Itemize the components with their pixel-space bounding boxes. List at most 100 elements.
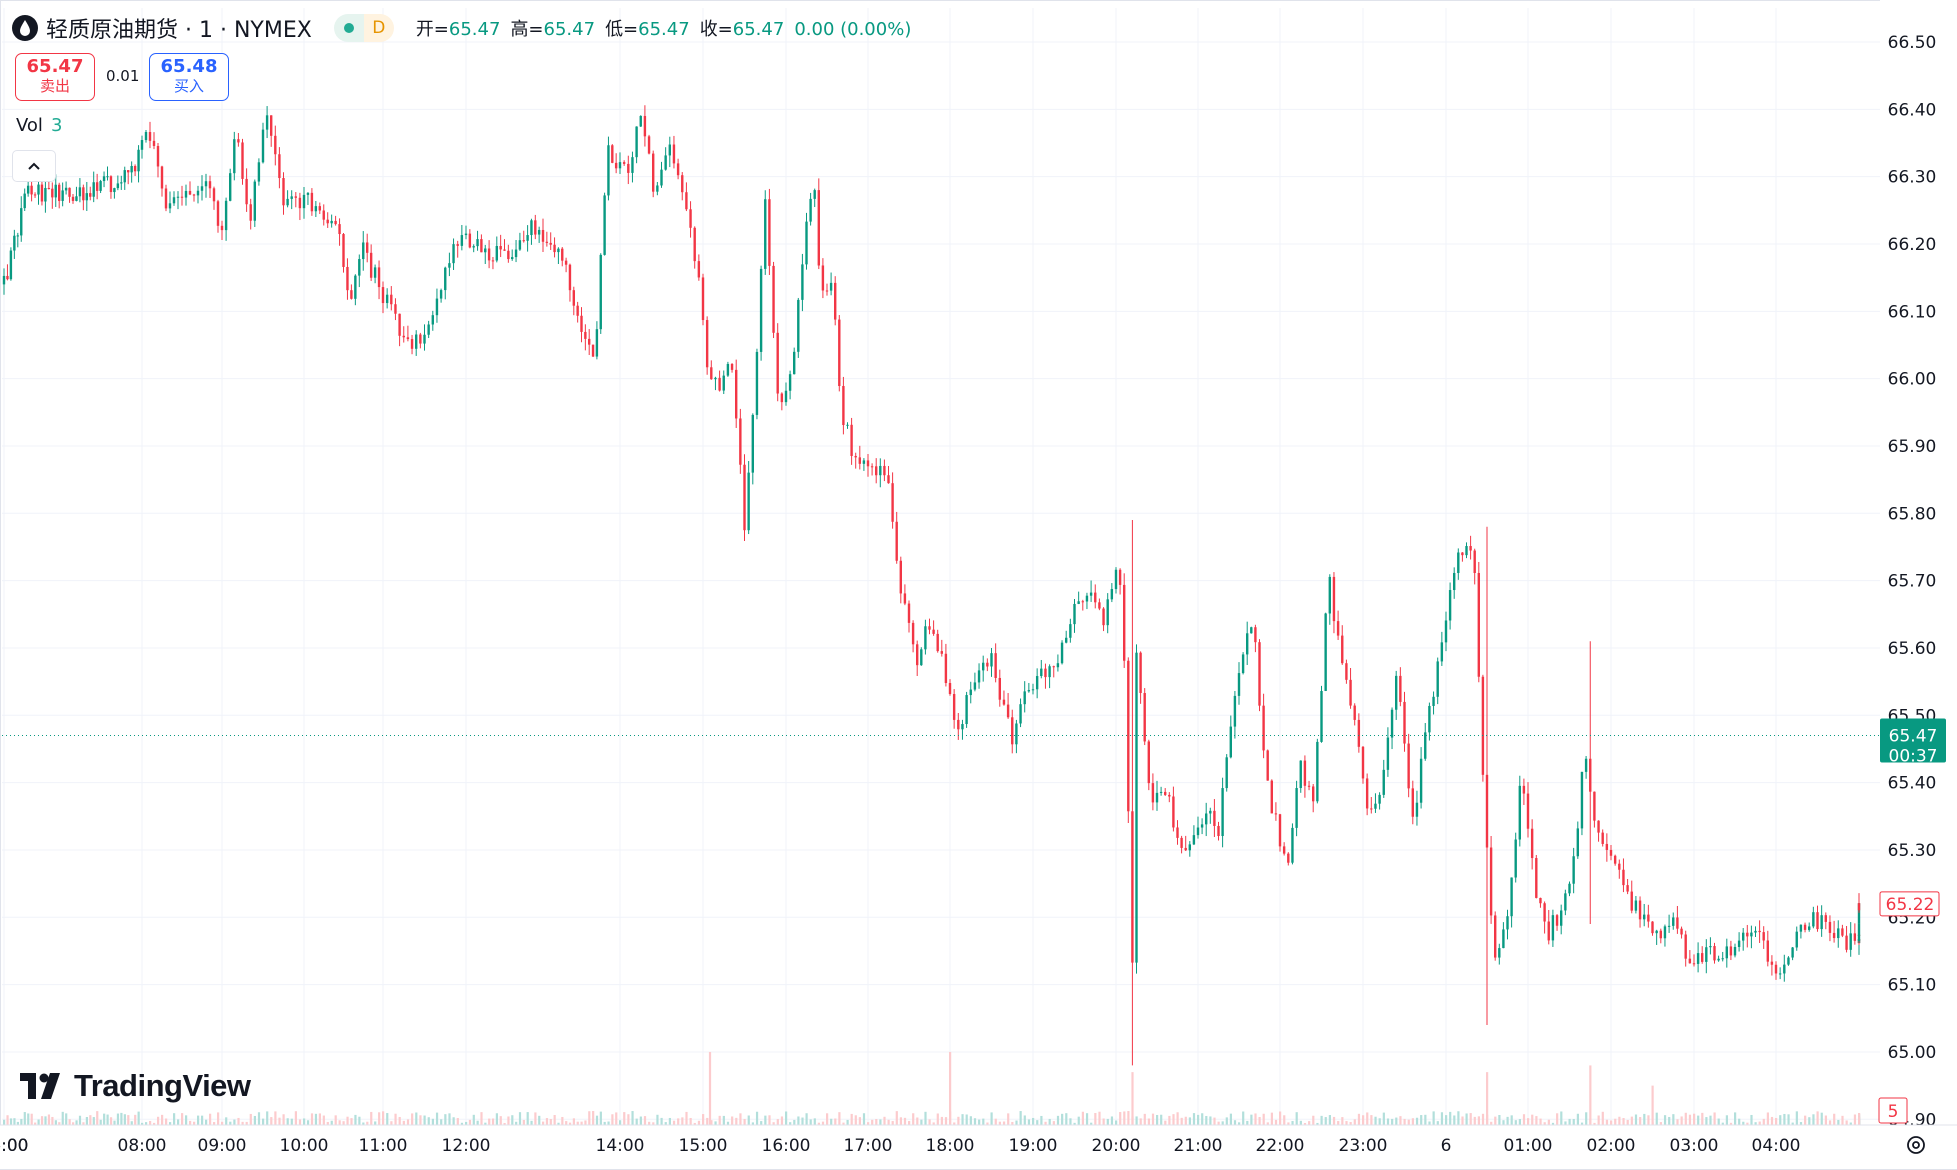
candle-body <box>572 290 575 306</box>
tradingview-logo[interactable]: TradingView <box>20 1068 251 1104</box>
candle-body <box>1485 774 1489 848</box>
volume-bar <box>1205 1115 1208 1127</box>
market-status-letter: D <box>363 14 394 42</box>
volume-bar <box>1274 1119 1278 1127</box>
candle-body <box>1307 785 1311 787</box>
candle-body <box>1737 940 1741 948</box>
candle-body <box>1102 608 1105 626</box>
volume-bar <box>237 1117 240 1127</box>
candle <box>180 185 184 206</box>
volume-bar <box>145 1122 148 1127</box>
candle <box>1514 832 1517 883</box>
candle-body <box>116 183 120 189</box>
candle-body <box>825 290 829 292</box>
volume-bar <box>603 1121 606 1127</box>
volume-bar <box>116 1113 120 1127</box>
volume-bar <box>854 1115 857 1127</box>
candle-body <box>495 245 498 261</box>
candle <box>1324 612 1327 692</box>
candle <box>755 348 759 420</box>
candle-body <box>1180 837 1183 848</box>
volume-bar <box>1262 1113 1265 1127</box>
candle <box>660 161 663 188</box>
candle <box>977 663 981 689</box>
candle <box>1477 561 1480 683</box>
candle <box>952 689 956 729</box>
candle <box>1680 926 1683 939</box>
volume-bar <box>986 1122 989 1127</box>
candle-body <box>580 315 583 332</box>
candle-body <box>1282 846 1286 854</box>
time-axis[interactable]: 06:00 08:00 09:00 10:00 11:00 12:00 14:00 15:00… <box>0 1124 1957 1169</box>
candle-body <box>310 192 314 212</box>
volume-bar <box>607 1121 610 1127</box>
candle-body <box>1407 743 1410 789</box>
candle-body <box>180 196 184 198</box>
candle <box>568 263 572 302</box>
price-axis[interactable]: 66.50 66.40 66.30 66.20 66.10 66.00 65.90 65.80… <box>1878 0 1957 1130</box>
candle <box>1291 823 1294 865</box>
candle-body <box>176 196 180 198</box>
volume-bar <box>1791 1122 1794 1127</box>
gear-icon[interactable] <box>1907 1136 1925 1154</box>
volume-bar <box>1477 1116 1480 1127</box>
candle-body <box>51 188 54 198</box>
candle <box>928 618 931 635</box>
volume-bar <box>1580 1122 1584 1127</box>
candle <box>270 115 273 147</box>
volume-bar <box>507 1116 510 1127</box>
volume-bar <box>1283 1115 1286 1127</box>
candle <box>1613 854 1617 866</box>
candle-body <box>1192 835 1196 845</box>
candle <box>350 284 353 300</box>
buy-button[interactable]: 65.48 买入 <box>149 53 229 101</box>
volume-bar <box>1110 1116 1114 1127</box>
symbol-title[interactable]: 轻质原油期货 · 1 · NYMEX <box>46 18 312 43</box>
volume-bar <box>826 1113 829 1127</box>
volume-bar <box>444 1114 447 1127</box>
candle-body <box>813 190 816 199</box>
candle-body <box>627 163 630 173</box>
collapse-legend-button[interactable] <box>12 150 56 182</box>
sell-button[interactable]: 65.47 卖出 <box>15 53 95 101</box>
candle-body <box>318 206 321 211</box>
candle <box>456 240 459 258</box>
candle <box>1407 733 1410 798</box>
candle-body <box>460 235 464 246</box>
marker-price-label: 65.22 <box>1886 895 1935 915</box>
candle <box>1659 928 1662 944</box>
candle-body <box>957 719 960 730</box>
candle <box>130 161 133 183</box>
price-tick-label: 65.40 <box>1888 774 1937 794</box>
candle <box>614 153 618 174</box>
candle <box>2 268 6 295</box>
volume-bar <box>631 1111 634 1127</box>
volume-bar <box>1002 1121 1006 1127</box>
candle-body <box>710 367 713 380</box>
close-label: 收= <box>699 19 733 40</box>
candle-body <box>439 290 443 299</box>
candle <box>1341 625 1344 665</box>
candle-body <box>366 242 369 253</box>
market-status-pill[interactable]: D <box>333 14 394 42</box>
candle-body <box>127 170 130 173</box>
volume-bar <box>1506 1116 1509 1127</box>
candle <box>1754 926 1757 938</box>
candle-body <box>1357 719 1361 747</box>
candle <box>1444 611 1448 652</box>
candle-body <box>1432 696 1435 706</box>
candle-body <box>1514 839 1517 878</box>
candle-body <box>1667 925 1671 927</box>
candle <box>1378 792 1381 810</box>
volume-bar <box>1828 1120 1832 1127</box>
candle <box>44 181 47 213</box>
volume-bar <box>456 1118 459 1127</box>
candle <box>1370 797 1373 814</box>
candle <box>747 461 750 535</box>
volume-spike <box>1589 1065 1592 1127</box>
volume-bar <box>1432 1111 1435 1127</box>
candle-body <box>233 139 236 174</box>
volume-bar <box>1036 1120 1039 1127</box>
candle <box>1098 598 1101 611</box>
